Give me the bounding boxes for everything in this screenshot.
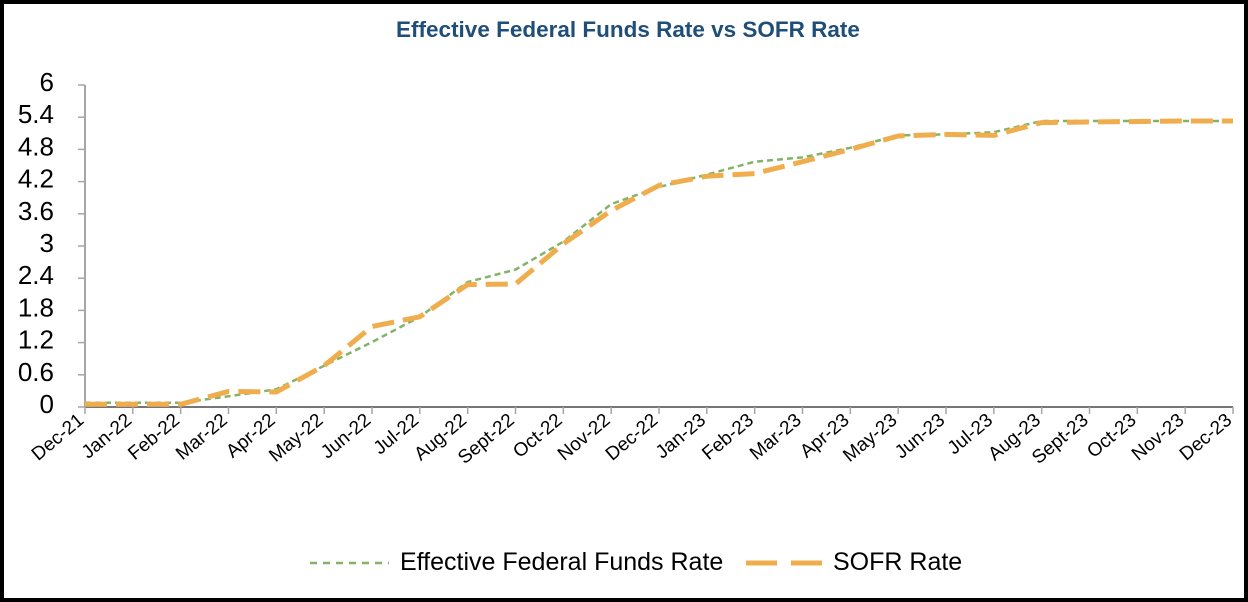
svg-text:3.6: 3.6: [18, 196, 54, 226]
svg-text:May-23: May-23: [839, 410, 901, 467]
svg-text:Jun-23: Jun-23: [891, 410, 949, 463]
svg-text:4.2: 4.2: [18, 164, 54, 194]
svg-text:Feb-22: Feb-22: [124, 410, 184, 465]
svg-text:2.4: 2.4: [18, 260, 54, 290]
svg-text:0.6: 0.6: [18, 357, 54, 387]
svg-text:5.4: 5.4: [18, 99, 54, 129]
svg-text:Nov-22: Nov-22: [554, 410, 614, 465]
svg-text:SOFR Rate: SOFR Rate: [833, 548, 962, 576]
svg-text:6: 6: [40, 67, 54, 97]
svg-text:Dec-22: Dec-22: [602, 410, 662, 465]
svg-text:Effective Federal Funds Rate: Effective Federal Funds Rate: [400, 548, 723, 576]
svg-text:Dec-21: Dec-21: [28, 410, 88, 465]
svg-text:Nov-23: Nov-23: [1128, 410, 1188, 465]
svg-text:1.8: 1.8: [18, 292, 54, 322]
svg-text:Dec-23: Dec-23: [1176, 410, 1236, 465]
svg-text:May-22: May-22: [265, 410, 327, 467]
svg-text:Jan-23: Jan-23: [652, 410, 710, 463]
svg-text:Jan-22: Jan-22: [78, 410, 136, 463]
svg-text:3: 3: [40, 228, 54, 258]
svg-text:0: 0: [40, 389, 54, 419]
svg-text:4.8: 4.8: [18, 131, 54, 161]
svg-text:Jun-22: Jun-22: [317, 410, 375, 463]
svg-text:Mar-22: Mar-22: [172, 410, 232, 465]
svg-text:Mar-23: Mar-23: [746, 410, 806, 465]
svg-text:1.2: 1.2: [18, 325, 54, 355]
svg-text:Feb-23: Feb-23: [698, 410, 758, 465]
